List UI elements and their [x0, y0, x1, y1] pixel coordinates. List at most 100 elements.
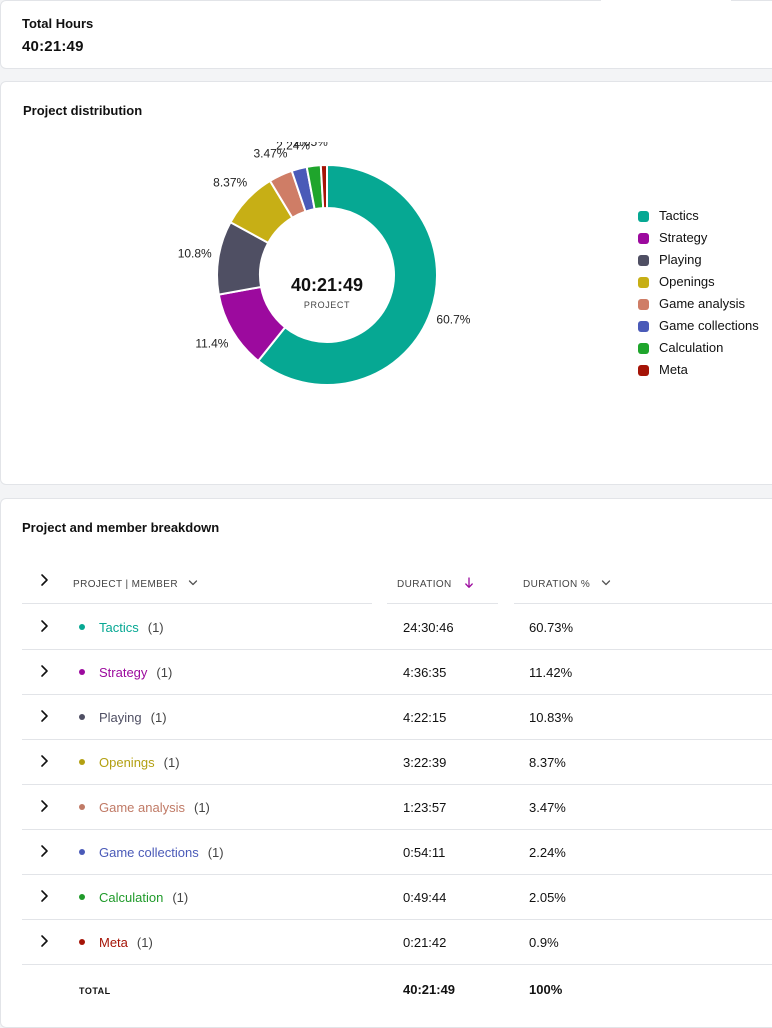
slice-value-label: 2.05% [294, 142, 328, 149]
donut-slice[interactable] [256, 163, 438, 386]
expand-row-chevron-icon[interactable] [36, 933, 52, 949]
legend-swatch [638, 277, 649, 288]
table-row[interactable]: Strategy (1) 4:36:35 11.42% [22, 650, 772, 695]
project-color-dot [79, 849, 85, 855]
total-hours-value: 40:21:49 [22, 38, 84, 55]
project-name-label: Calculation [99, 890, 164, 905]
project-name-label: Game analysis [99, 800, 185, 815]
project-duration-percent: 10.83% [529, 710, 574, 725]
expand-row-chevron-icon[interactable] [36, 618, 52, 634]
expand-all-chevron-icon[interactable] [36, 572, 52, 588]
project-duration-percent: 11.42% [529, 665, 573, 680]
total-row: TOTAL 40:21:49 100% [22, 980, 772, 1010]
expand-row-chevron-icon[interactable] [36, 798, 52, 814]
total-percent: 100% [529, 982, 563, 997]
table-row[interactable]: Tactics (1) 24:30:46 60.73% [22, 605, 772, 650]
project-color-dot [79, 939, 85, 945]
project-name[interactable]: Openings (1) [99, 755, 180, 770]
member-count: (1) [207, 845, 224, 860]
total-duration: 40:21:49 [403, 982, 456, 997]
project-sort-chevron-down-icon [189, 580, 198, 586]
donut-center-value: 40:21:49 [291, 275, 363, 295]
project-name-label: Strategy [99, 665, 148, 680]
project-name[interactable]: Calculation (1) [99, 890, 188, 905]
project-duration: 0:21:42 [403, 935, 447, 950]
table-row[interactable]: Openings (1) 3:22:39 8.37% [22, 740, 772, 785]
project-name[interactable]: Strategy (1) [99, 665, 172, 680]
project-name[interactable]: Game analysis (1) [99, 800, 210, 815]
total-label: TOTAL [79, 986, 111, 996]
table-row[interactable]: Calculation (1) 0:49:44 2.05% [22, 875, 772, 920]
project-duration-percent: 60.73% [529, 620, 574, 635]
sort-descending-arrow-icon [465, 577, 473, 588]
project-name[interactable]: Meta (1) [99, 935, 153, 950]
duration-column-header[interactable]: DURATION [397, 574, 474, 590]
project-name-label: Game collections [99, 845, 199, 860]
legend-swatch [638, 299, 649, 310]
member-count: (1) [172, 890, 189, 905]
project-name[interactable]: Playing (1) [99, 710, 167, 725]
legend-label: Tactics [659, 208, 699, 223]
legend-swatch [638, 255, 649, 266]
header-divider [514, 603, 772, 604]
project-duration-percent: 2.24% [529, 845, 566, 860]
legend-swatch [638, 233, 649, 244]
table-row[interactable]: Meta (1) 0:21:42 0.9% [22, 920, 772, 965]
expand-row-chevron-icon[interactable] [36, 663, 52, 679]
legend-label: Playing [659, 252, 702, 267]
project-duration-percent: 3.47% [529, 800, 566, 815]
project-duration: 4:22:15 [403, 710, 447, 725]
expand-row-chevron-icon[interactable] [36, 888, 52, 904]
project-duration: 0:54:11 [403, 845, 446, 860]
member-count: (1) [147, 620, 164, 635]
table-row[interactable]: Playing (1) 4:22:15 10.83% [22, 695, 772, 740]
header-divider [22, 603, 372, 604]
donut-chart: 60.7% 11.4% 10.8% 8.37% 3.47%2.24%2.05% 40:2… [178, 142, 471, 386]
expand-row-chevron-icon[interactable] [36, 753, 52, 769]
project-duration: 24:30:46 [403, 620, 454, 635]
member-count: (1) [156, 665, 173, 680]
table-row[interactable]: Game collections (1) 0:54:11 2.24% [22, 830, 772, 875]
project-name[interactable]: Tactics (1) [99, 620, 164, 635]
donut-slice[interactable] [319, 163, 328, 210]
project-duration-percent: 0.9% [529, 935, 559, 950]
legend-swatch [638, 365, 649, 376]
top-tab-decoration [601, 0, 731, 3]
slice-value-label: 10.8% [178, 247, 212, 261]
slice-value-label: 8.37% [213, 175, 247, 189]
project-name-label: Tactics [99, 620, 139, 635]
slice-value-label: 11.4% [195, 337, 228, 351]
legend-label: Game analysis [659, 296, 745, 311]
project-duration: 1:23:57 [403, 800, 447, 815]
duration-percent-header-label: DURATION % [523, 579, 591, 590]
legend-label: Strategy [659, 230, 708, 245]
legend-swatch [638, 211, 649, 222]
project-color-dot [79, 669, 85, 675]
legend-swatch [638, 343, 649, 354]
project-duration-percent: 8.37% [529, 755, 566, 770]
project-column-header[interactable]: PROJECT | MEMBER [73, 574, 198, 590]
expand-row-chevron-icon[interactable] [36, 708, 52, 724]
project-distribution-card: Project distribution 60.7% 11.4% 10.8% 8.37… [0, 81, 772, 485]
member-count: (1) [150, 710, 167, 725]
duration-header-label: DURATION [397, 579, 452, 590]
project-color-dot [79, 624, 85, 630]
project-name[interactable]: Game collections (1) [99, 845, 224, 860]
duration-percent-column-header[interactable]: DURATION % [523, 574, 611, 590]
header-divider [387, 603, 498, 604]
donut-center-label: PROJECT [304, 300, 350, 310]
expand-row-chevron-icon[interactable] [36, 843, 52, 859]
breakdown-title: Project and member breakdown [22, 520, 220, 535]
project-name-label: Openings [99, 755, 155, 770]
slice-value-label: 3.47% [253, 147, 287, 161]
member-count: (1) [193, 800, 210, 815]
project-name-label: Playing [99, 710, 142, 725]
member-count: (1) [163, 755, 180, 770]
legend-label: Meta [659, 362, 688, 377]
table-row[interactable]: Game analysis (1) 1:23:57 3.47% [22, 785, 772, 830]
project-duration-percent: 2.05% [529, 890, 566, 905]
legend-swatch [638, 321, 649, 332]
slice-value-label: 60.7% [436, 312, 470, 326]
project-duration: 0:49:44 [403, 890, 447, 905]
percent-sort-chevron-down-icon [601, 580, 610, 586]
